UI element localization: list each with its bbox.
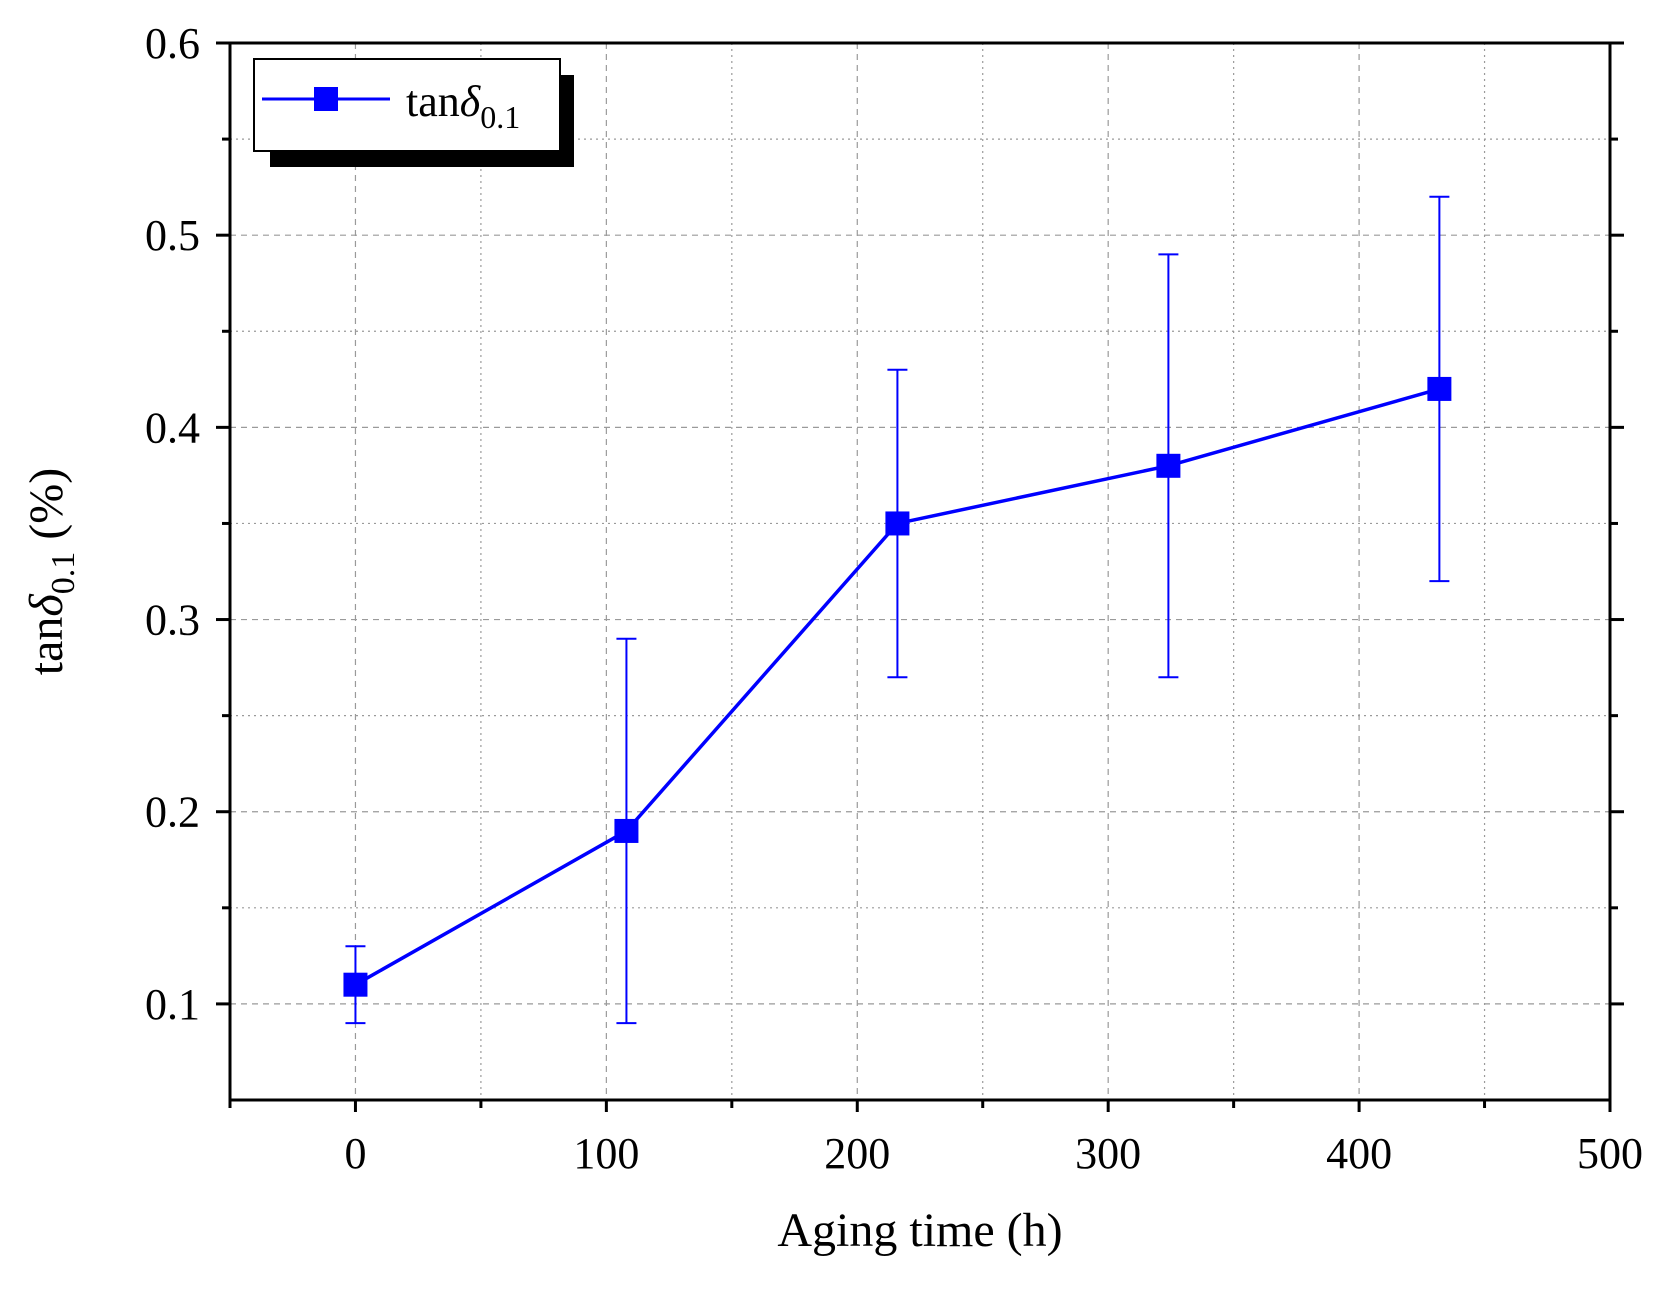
x-tick-label: 100 <box>573 1129 639 1178</box>
data-point-marker <box>1427 376 1452 401</box>
y-axis-title-symbol: δ <box>20 594 73 617</box>
x-tick-label: 0 <box>344 1129 366 1178</box>
y-tick-label: 0.1 <box>145 980 200 1029</box>
data-point-marker <box>614 818 639 843</box>
y-tick-label: 0.5 <box>145 211 200 260</box>
y-axis-title-prefix: tan <box>20 617 73 676</box>
y-tick-label: 0.4 <box>145 403 200 452</box>
y-axis-title: tanδ0.1 (%) <box>20 468 82 675</box>
y-tick-label: 0.6 <box>145 19 200 68</box>
axis-ticks <box>216 41 1624 1112</box>
legend-label-symbol: δ <box>460 77 482 126</box>
x-tick-label: 400 <box>1326 1129 1392 1178</box>
legend-marker <box>314 87 338 111</box>
legend: tanδ0.1 <box>253 58 574 167</box>
data-point-marker <box>885 511 910 536</box>
data-point-marker <box>343 972 368 997</box>
x-axis-title: Aging time (h) <box>777 1204 1062 1257</box>
legend-box <box>253 58 561 152</box>
y-axis-title-suffix: (%) <box>20 468 73 552</box>
series-layer <box>343 195 1452 1025</box>
tick-labels: 0 100 200 300 400 500 0.1 0.2 0.3 0.4 0.5 0.6 <box>145 19 1643 1178</box>
x-tick-label: 300 <box>1075 1129 1141 1178</box>
x-tick-label: 200 <box>824 1129 890 1178</box>
x-tick-label: 500 <box>1577 1129 1643 1178</box>
legend-label-subscript: 0.1 <box>480 99 520 135</box>
y-axis-title-subscript: 0.1 <box>45 552 82 595</box>
y-tick-label: 0.2 <box>145 788 200 837</box>
gridlines <box>230 43 1610 1100</box>
data-point-marker <box>1156 453 1181 478</box>
legend-label: tanδ0.1 <box>406 77 520 135</box>
plot-frame <box>228 41 1612 1102</box>
legend-label-prefix: tan <box>406 77 460 126</box>
y-tick-label: 0.3 <box>145 596 200 645</box>
